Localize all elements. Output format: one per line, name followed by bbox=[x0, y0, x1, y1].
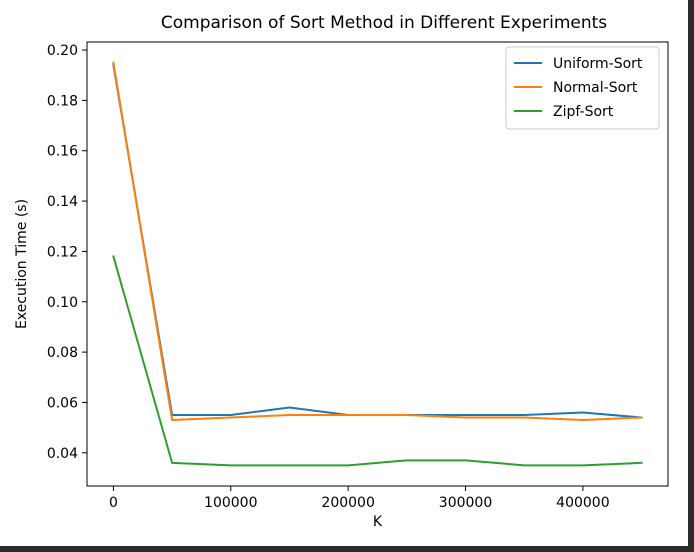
y-tick-label: 0.18 bbox=[47, 93, 78, 109]
y-tick-label: 0.20 bbox=[47, 43, 78, 59]
legend-label: Zipf-Sort bbox=[553, 104, 614, 120]
x-tick-label: 200000 bbox=[321, 495, 374, 511]
y-tick-label: 0.14 bbox=[47, 194, 78, 210]
y-tick-label: 0.12 bbox=[47, 244, 78, 260]
y-tick-label: 0.06 bbox=[47, 395, 78, 411]
legend-label: Normal-Sort bbox=[553, 80, 638, 96]
x-tick-label: 0 bbox=[109, 495, 118, 511]
x-tick-label: 100000 bbox=[204, 495, 257, 511]
y-tick-label: 0.08 bbox=[47, 345, 78, 361]
series-line-normal-sort bbox=[112, 61, 643, 422]
plot-area: 0.04 0.06 0.08 0.10 0.12 0.14 0.16 0.18 0.20 0 100… bbox=[47, 43, 643, 511]
chart-title: Comparison of Sort Method in Different E… bbox=[161, 13, 607, 33]
axes-frame bbox=[86, 41, 669, 487]
legend-box bbox=[505, 46, 660, 130]
legend: Uniform-Sort Normal-Sort Zipf-Sort bbox=[505, 46, 660, 130]
y-tick-label: 0.04 bbox=[47, 446, 78, 462]
x-tick-label: 400000 bbox=[556, 495, 609, 511]
y-tick-label: 0.16 bbox=[47, 144, 78, 160]
x-axis-label: K bbox=[373, 514, 383, 530]
y-tick-label: 0.10 bbox=[47, 295, 78, 311]
legend-label: Uniform-Sort bbox=[553, 56, 643, 72]
x-tick-label: 300000 bbox=[439, 495, 492, 511]
series-line-zipf-sort bbox=[112, 255, 643, 467]
y-axis-label: Execution Time (s) bbox=[14, 199, 30, 329]
